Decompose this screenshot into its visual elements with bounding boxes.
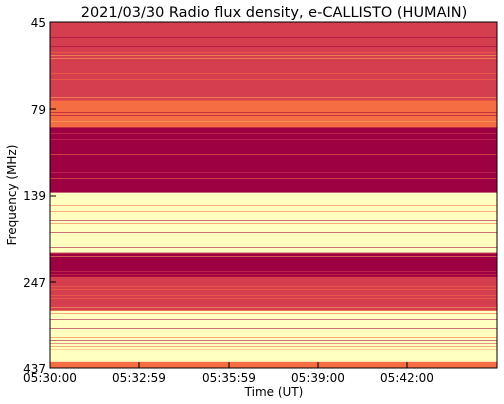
x-tick-label: 05:39:00 bbox=[291, 371, 345, 385]
heatmap-stripe bbox=[50, 88, 497, 89]
heatmap-band bbox=[50, 252, 497, 277]
heatmap-stripe bbox=[50, 274, 497, 275]
heatmap-band bbox=[50, 127, 497, 193]
heatmap-stripe bbox=[50, 58, 497, 59]
x-tick-label: 05:30:00 bbox=[23, 371, 77, 385]
heatmap-stripe bbox=[50, 313, 497, 314]
heatmap-stripe bbox=[50, 328, 497, 329]
y-tick-label: 79 bbox=[31, 103, 46, 117]
heatmap-stripe bbox=[50, 232, 497, 233]
heatmap-stripe bbox=[50, 115, 497, 116]
heatmap-stripe bbox=[50, 46, 497, 47]
heatmap-stripe bbox=[50, 310, 497, 311]
heatmap-band bbox=[50, 362, 497, 368]
heatmap-stripe bbox=[50, 286, 497, 287]
heatmap-stripe bbox=[50, 271, 497, 272]
heatmap-stripe bbox=[50, 304, 497, 305]
heatmap-stripe bbox=[50, 343, 497, 344]
y-tick-label: 139 bbox=[23, 189, 46, 203]
heatmap-stripe bbox=[50, 37, 497, 38]
heatmap-stripe bbox=[50, 319, 497, 320]
x-axis: 05:30:00 05:32:59 05:35:59 05:39:00 05:4… bbox=[23, 362, 434, 399]
heatmap-stripe bbox=[50, 205, 497, 206]
heatmap-band bbox=[50, 310, 497, 362]
heatmap-stripe bbox=[50, 223, 497, 224]
heatmap-stripe bbox=[50, 337, 497, 338]
heatmap-stripe bbox=[50, 79, 497, 80]
y-tick-label: 45 bbox=[31, 16, 46, 30]
heatmap-stripe bbox=[50, 112, 497, 113]
heatmap-cells bbox=[50, 22, 497, 368]
heatmap-stripe bbox=[50, 121, 497, 122]
heatmap-stripe bbox=[50, 100, 497, 101]
heatmap-stripe bbox=[50, 340, 497, 341]
heatmap-stripe bbox=[50, 256, 497, 257]
heatmap-stripe bbox=[50, 97, 497, 98]
heatmap-band bbox=[50, 22, 497, 100]
heatmap-stripe bbox=[50, 73, 497, 74]
plot-frame bbox=[49, 21, 498, 369]
plot-area bbox=[49, 21, 498, 369]
heatmap-stripe bbox=[50, 139, 497, 140]
heatmap-stripe bbox=[50, 307, 497, 308]
heatmap-stripe bbox=[50, 247, 497, 248]
heatmap-stripe bbox=[50, 64, 497, 65]
heatmap-stripe bbox=[50, 28, 497, 29]
heatmap-stripe bbox=[50, 289, 497, 290]
heatmap-band bbox=[50, 192, 497, 253]
heatmap-stripe bbox=[50, 154, 497, 155]
chart-title: 2021/03/30 Radio flux density, e-CALLIST… bbox=[81, 5, 468, 21]
x-axis-label: Time (UT) bbox=[244, 385, 304, 399]
heatmap-stripe bbox=[50, 253, 497, 254]
heatmap-stripe bbox=[50, 172, 497, 173]
heatmap-stripe bbox=[50, 178, 497, 179]
heatmap-stripe bbox=[50, 298, 497, 299]
heatmap-stripe bbox=[50, 346, 497, 347]
heatmap-stripe bbox=[50, 211, 497, 212]
y-tick-label: 437 bbox=[23, 362, 46, 376]
y-axis-label: Frequency (MHz) bbox=[5, 145, 19, 246]
x-tick-label: 05:35:59 bbox=[202, 371, 256, 385]
x-tick-label: 05:32:59 bbox=[112, 371, 166, 385]
heatmap-stripe bbox=[50, 52, 497, 53]
y-tick-label: 247 bbox=[23, 276, 46, 290]
heatmap-band bbox=[50, 276, 497, 311]
heatmap-stripe bbox=[50, 133, 497, 134]
heatmap-band bbox=[50, 99, 497, 128]
heatmap-stripe bbox=[50, 349, 497, 350]
y-axis: 45 79 139 247 437 Frequency (MHz) bbox=[5, 16, 56, 376]
heatmap-stripe bbox=[50, 220, 497, 221]
heatmap-stripe bbox=[50, 295, 497, 296]
x-tick-label: 05:42:00 bbox=[380, 371, 434, 385]
heatmap-stripe bbox=[50, 268, 497, 269]
heatmap-stripe bbox=[50, 55, 497, 56]
